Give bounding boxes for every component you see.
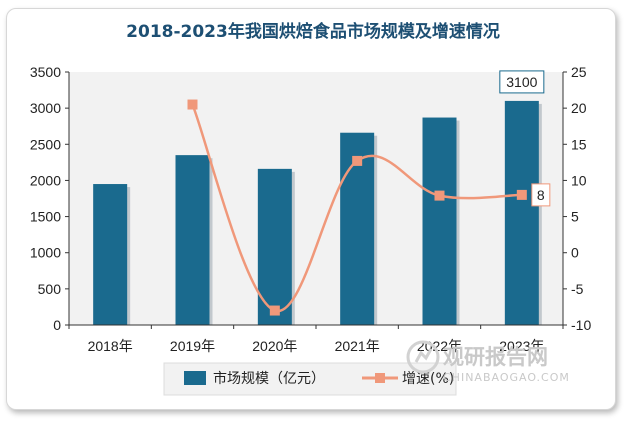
x-tick-label: 2021年 xyxy=(335,338,380,354)
legend-label-growth: 增速(%) xyxy=(402,371,454,387)
data-callouts: 3100 8 xyxy=(499,70,551,207)
y-right-tick-label: -10 xyxy=(571,317,591,333)
chart-title: 2018-2023年我国烘焙食品市场规模及增速情况 xyxy=(126,21,500,42)
y-right-tick-label: 10 xyxy=(571,172,587,188)
growth-line-series xyxy=(187,99,527,316)
bar-1 xyxy=(175,155,210,325)
y-left-tick-label: 1000 xyxy=(30,245,61,261)
bar-4 xyxy=(422,117,457,325)
legend-swatch-bar xyxy=(184,371,206,385)
y-right-tick-label: -5 xyxy=(571,281,584,297)
y-left-tick-label: 500 xyxy=(38,281,62,297)
y-left-tick-label: 2000 xyxy=(30,172,61,188)
y-right-tick-label: 15 xyxy=(571,136,587,152)
y-left-tick-label: 3500 xyxy=(30,64,61,80)
line-value-callout-label: 8 xyxy=(537,187,545,203)
axes: 0 500 1000 1500 2000 2500 3000 3500 -10 -5 0 5 10 15 2… xyxy=(30,64,592,354)
y-left-tick-label: 2500 xyxy=(30,136,61,152)
watermark-logo-icon xyxy=(406,340,440,374)
bar-value-callout-box xyxy=(499,70,545,94)
growth-marker-4 xyxy=(434,190,445,201)
growth-marker-2 xyxy=(269,305,280,316)
legend-swatch-marker xyxy=(375,373,385,383)
growth-marker-5 xyxy=(516,189,527,200)
y-right-tick-label: 0 xyxy=(571,245,579,261)
growth-marker-3 xyxy=(352,155,363,166)
growth-line xyxy=(191,104,522,312)
bar-value-callout-label: 3100 xyxy=(506,74,537,90)
watermark: 观研报告网 CHINABAOGAO.COM xyxy=(406,340,570,384)
legend-box xyxy=(163,362,457,396)
x-tick-label: 2018年 xyxy=(88,338,133,354)
x-tick-label: 2020年 xyxy=(252,338,297,354)
y-right-tick-label: 25 xyxy=(571,64,587,80)
y-left-tick-label: 0 xyxy=(53,317,61,333)
watermark-url: CHINABAOGAO.COM xyxy=(443,371,570,384)
bar-series xyxy=(93,100,542,326)
watermark-name: 观研报告网 xyxy=(443,345,548,369)
y-left-tick-label: 1500 xyxy=(30,209,61,225)
legend: 市场规模（亿元） 增速(%) xyxy=(163,362,457,396)
x-tick-label: 2019年 xyxy=(170,338,215,354)
y-left-tick-label: 3000 xyxy=(30,100,61,116)
bar-0 xyxy=(93,184,128,325)
growth-marker-1 xyxy=(187,99,198,110)
y-right-tick-label: 20 xyxy=(571,100,587,116)
x-tick-label: 2023年 xyxy=(499,338,544,354)
bar-5 xyxy=(504,100,539,326)
line-value-callout-box xyxy=(531,183,551,207)
legend-label-market-size: 市场规模（亿元） xyxy=(213,370,325,387)
y-right-tick-label: 5 xyxy=(571,209,579,225)
